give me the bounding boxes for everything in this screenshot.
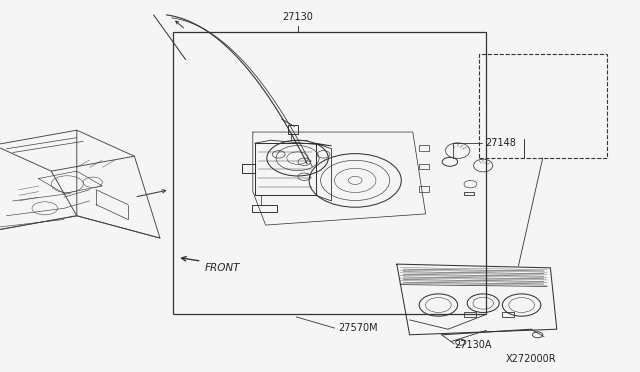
- Bar: [464, 192, 474, 195]
- Bar: [419, 186, 429, 192]
- Text: 27570M: 27570M: [338, 323, 378, 333]
- Bar: [288, 125, 298, 134]
- Bar: [252, 205, 277, 212]
- Text: 27130A: 27130A: [454, 340, 492, 350]
- Bar: [173, 32, 486, 314]
- Bar: [502, 312, 514, 317]
- Bar: [464, 312, 476, 317]
- Text: X272000R: X272000R: [506, 354, 557, 364]
- Text: FRONT: FRONT: [205, 263, 240, 273]
- Text: 27130: 27130: [282, 12, 313, 22]
- Bar: [479, 54, 607, 158]
- Bar: [419, 145, 429, 151]
- Text: 27148: 27148: [485, 138, 516, 148]
- Bar: [419, 164, 429, 169]
- Bar: [242, 164, 255, 173]
